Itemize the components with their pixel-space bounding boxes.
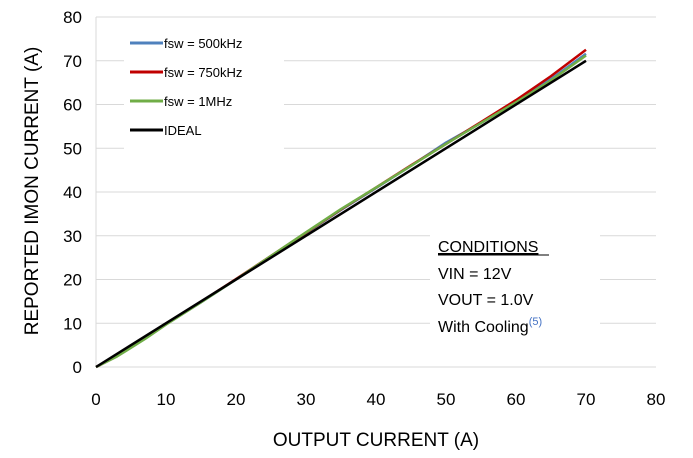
y-tick-label: 20 <box>63 271 82 290</box>
legend-label-1: fsw = 750kHz <box>164 65 242 80</box>
x-tick-label: 40 <box>367 390 386 409</box>
x-tick-label: 20 <box>227 390 246 409</box>
x-tick-label: 70 <box>577 390 596 409</box>
y-tick-label: 0 <box>73 358 82 377</box>
y-tick-label: 80 <box>63 8 82 27</box>
y-tick-label: 40 <box>63 183 82 202</box>
y-tick-label: 30 <box>63 227 82 246</box>
x-tick-label: 50 <box>437 390 456 409</box>
y-axis-title: REPORTED IMON CURRENT (A) <box>22 47 43 336</box>
legend-label-3: IDEAL <box>164 123 202 138</box>
y-tick-label: 50 <box>63 139 82 158</box>
axes <box>95 17 656 368</box>
y-tick-label: 60 <box>63 96 82 115</box>
x-tick-label: 10 <box>157 390 176 409</box>
series-lines <box>95 48 587 369</box>
conditions-heading: CONDITIONS <box>438 239 538 256</box>
conditions-box: CONDITIONS VIN = 12V VOUT = 1.0V With Co… <box>430 228 600 346</box>
tick-labels: 0 10 20 30 40 50 60 70 80 0 10 20 30 40 50 60 70 80 <box>63 8 665 409</box>
legend-background <box>124 32 284 162</box>
legend-label-0: fsw = 500kHz <box>164 36 242 51</box>
series-line-3 <box>95 59 587 369</box>
conditions-background <box>430 228 600 346</box>
conditions-cooling-text: With Cooling <box>438 319 529 336</box>
conditions-footnote: (5) <box>529 316 542 328</box>
x-tick-label: 30 <box>297 390 316 409</box>
x-tick-label: 60 <box>507 390 526 409</box>
legend: fsw = 500kHz fsw = 750kHz fsw = 1MHz IDEAL <box>124 32 284 162</box>
y-tick-label: 70 <box>63 52 82 71</box>
legend-label-2: fsw = 1MHz <box>164 94 232 109</box>
conditions-vout: VOUT = 1.0V <box>438 292 534 309</box>
x-tick-label: 0 <box>91 390 100 409</box>
x-axis-title: OUTPUT CURRENT (A) <box>273 430 479 451</box>
conditions-cooling: With Cooling(5) <box>438 316 542 336</box>
x-tick-label: 80 <box>647 390 666 409</box>
series-line-2 <box>95 54 587 369</box>
y-tick-label: 10 <box>63 314 82 333</box>
conditions-vin: VIN = 12V <box>438 266 512 283</box>
